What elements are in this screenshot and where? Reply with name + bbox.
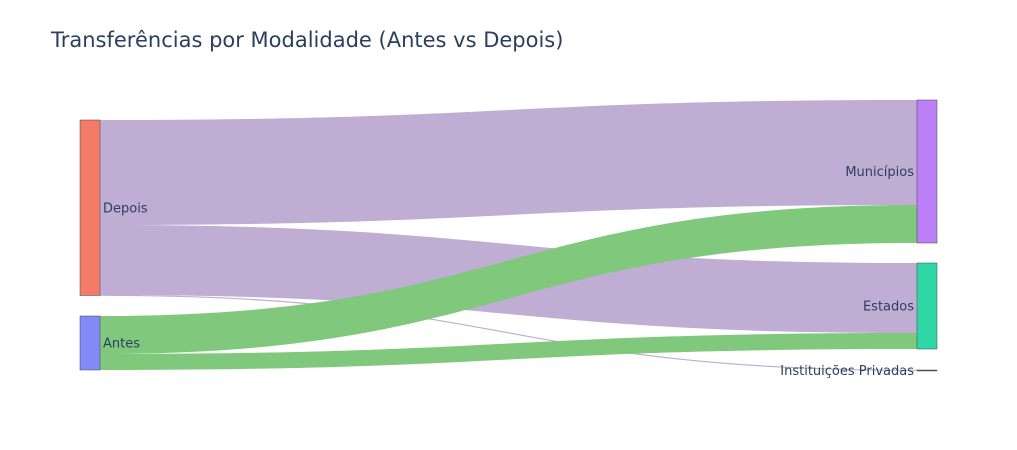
labels-layer: Depois Antes Municípios Estados Instituições… xyxy=(103,165,914,379)
node-estados[interactable] xyxy=(916,262,938,350)
node-municipios[interactable] xyxy=(916,99,938,244)
label-municipios: Municípios xyxy=(845,165,914,180)
node-antes[interactable] xyxy=(79,315,101,371)
nodes-layer xyxy=(79,99,938,372)
label-depois: Depois xyxy=(103,201,148,216)
label-instituicoes-privadas: Instituições Privadas xyxy=(780,364,914,379)
node-depois[interactable] xyxy=(79,119,101,296)
label-estados: Estados xyxy=(863,300,914,315)
link-antes-to-municipios[interactable] xyxy=(100,205,917,354)
label-antes: Antes xyxy=(103,337,140,352)
links-layer xyxy=(99,100,918,371)
chart-title: Transferências por Modalidade (Antes vs … xyxy=(51,28,564,52)
node-instituicoes-privadas[interactable] xyxy=(916,369,938,372)
link-antes-to-estados[interactable] xyxy=(100,333,917,370)
link-depois-to-municipios[interactable] xyxy=(100,100,917,225)
link-depois-to-instituicoes-privadas[interactable] xyxy=(99,294,918,371)
